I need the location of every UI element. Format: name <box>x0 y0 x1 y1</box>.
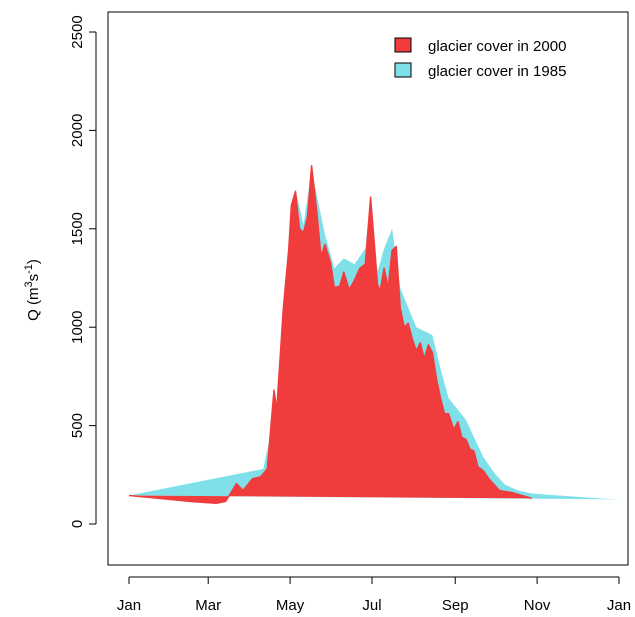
x-tick-label: Jan <box>117 597 141 614</box>
x-tick-label: Jul <box>362 597 381 614</box>
legend-label-2000: glacier cover in 2000 <box>428 38 566 55</box>
y-tick-label: 500 <box>69 413 86 438</box>
y-axis-title-sup2: -1 <box>23 264 35 274</box>
y-axis-title-mid: s <box>25 274 42 282</box>
y-axis-title-prefix: Q (m <box>25 288 42 321</box>
legend-swatch-2000 <box>394 37 412 53</box>
y-tick-label: 1500 <box>69 212 86 245</box>
y-axis-title: Q (m3s-1) <box>23 259 42 321</box>
y-axis-title-sup1: 3 <box>23 281 35 287</box>
x-tick-label: Nov <box>524 597 551 614</box>
series-layer <box>128 165 619 505</box>
legend-label-1985: glacier cover in 1985 <box>428 63 566 80</box>
y-tick-label: 0 <box>69 520 86 528</box>
x-tick-label: Jan <box>607 597 631 614</box>
y-tick-label: 1000 <box>69 311 86 344</box>
y-axis-title-suffix: ) <box>25 259 42 264</box>
series-2000-band <box>128 165 532 505</box>
y-tick-label: 2000 <box>69 114 86 147</box>
legend-swatch-1985 <box>394 62 412 78</box>
x-tick-label: Mar <box>195 597 221 614</box>
plot-frame <box>107 11 629 566</box>
x-tick-label: May <box>276 597 305 614</box>
y-tick-label: 2500 <box>69 15 86 48</box>
legend: glacier cover in 2000 glacier cover in 1… <box>394 37 566 80</box>
y-axis: 0 500 1000 1500 2000 2500 <box>69 15 97 528</box>
x-axis: Jan Mar May Jul Sep Nov Jan <box>117 576 631 614</box>
x-tick-label: Sep <box>442 597 469 614</box>
